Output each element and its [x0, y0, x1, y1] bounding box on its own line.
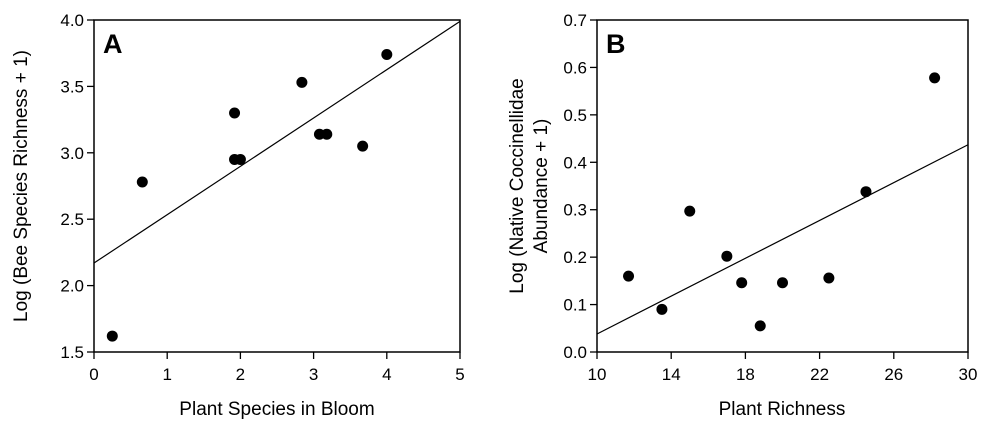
panel-b-x-tick-label: 22	[810, 365, 829, 384]
panel-a-data-point	[106, 330, 118, 342]
panel-b-y-tick-label: 0.4	[563, 153, 587, 172]
panel-b-data-point	[823, 272, 835, 284]
panel-a-x-tick-label: 3	[309, 365, 318, 384]
panel-a-x-tick-label: 1	[162, 365, 171, 384]
panel-a-letter: A	[103, 29, 123, 59]
panel-a-data-point	[234, 153, 246, 165]
panel-b-y-tick-label: 0.6	[563, 58, 587, 77]
panel-b-data-point	[777, 277, 788, 289]
panel-b-x-tick-label: 30	[959, 365, 978, 384]
panel-b-y-axis-label-line-1: Log (Native Coccinellidae	[507, 78, 528, 293]
panel-a-regression-line	[93, 20, 461, 264]
panel-a-data-point	[229, 107, 241, 119]
panel-b-y-tick-label: 0.7	[563, 11, 587, 30]
panel-b-data-point	[721, 250, 733, 262]
panel-b-data-point	[656, 303, 668, 315]
panel-a-x-tick-label: 2	[236, 365, 245, 384]
panel-a-x-axis-label: Plant Species in Bloom	[179, 399, 374, 420]
panel-b-plot-frame	[596, 19, 969, 353]
panel-a-scatter: A Plant Species in Bloom Log (Bee Specie…	[11, 11, 465, 420]
panel-b-y-tick-label: 0.2	[563, 248, 587, 267]
panel-b-data-point	[684, 205, 696, 217]
panel-a-data-point	[381, 49, 393, 61]
panel-b-scatter: B Plant Richness Log (Native Coccinellid…	[507, 11, 977, 420]
panel-a-x-tick-label: 5	[455, 365, 464, 384]
panel-b-x-tick-label: 26	[884, 365, 903, 384]
panel-a-data-point	[296, 76, 308, 88]
panel-b-letter: B	[606, 29, 626, 59]
panel-a-marks: 0 1 2 3 4 5 1.5 2.0 2.5 3.0 3.5 4.0	[60, 11, 464, 384]
panel-a-x-tick-label: 4	[382, 365, 391, 384]
panel-a-y-axis-label: Log (Bee Species Richness + 1)	[11, 50, 32, 322]
panel-a-y-tick-label: 3.0	[60, 144, 84, 163]
panel-b-y-tick-label: 0.3	[563, 201, 587, 220]
panel-b-data-point	[754, 320, 766, 332]
panel-b-x-tick-label: 10	[588, 365, 607, 384]
panel-b-data-point	[860, 186, 872, 198]
panel-a-data-point	[136, 176, 148, 188]
panel-a-y-tick-label: 1.5	[60, 343, 84, 362]
panel-a-y-tick-label: 2.0	[60, 277, 84, 296]
panel-b-x-tick-label: 18	[736, 365, 755, 384]
panel-b-x-tick-label: 14	[662, 365, 681, 384]
panel-b-marks: 10 14 18 22 26 30 0.0 0.1 0.2 0.3 0.4 0.5 0.6 0.7	[563, 11, 977, 384]
panel-b-y-tick-label: 0.5	[563, 106, 587, 125]
panel-b-y-axis-label-line-2: Abundance + 1)	[531, 119, 552, 254]
panel-a-y-tick-label: 4.0	[60, 11, 84, 30]
panel-a-plot-frame	[93, 19, 461, 353]
panel-b-y-tick-label: 0.0	[563, 343, 587, 362]
panel-a-data-point	[321, 128, 333, 140]
panel-b-data-point	[736, 277, 748, 289]
panel-a-data-point	[357, 140, 369, 152]
panel-b-regression-line	[596, 144, 969, 335]
panel-a-y-tick-label: 2.5	[60, 210, 84, 229]
panel-b-data-point	[623, 270, 635, 282]
panel-a-x-tick-label: 0	[89, 365, 98, 384]
panel-b-x-axis-label: Plant Richness	[719, 399, 846, 420]
panel-a-y-tick-label: 3.5	[60, 77, 84, 96]
panel-b-data-point	[929, 72, 941, 84]
panel-b-y-tick-label: 0.1	[563, 296, 587, 315]
